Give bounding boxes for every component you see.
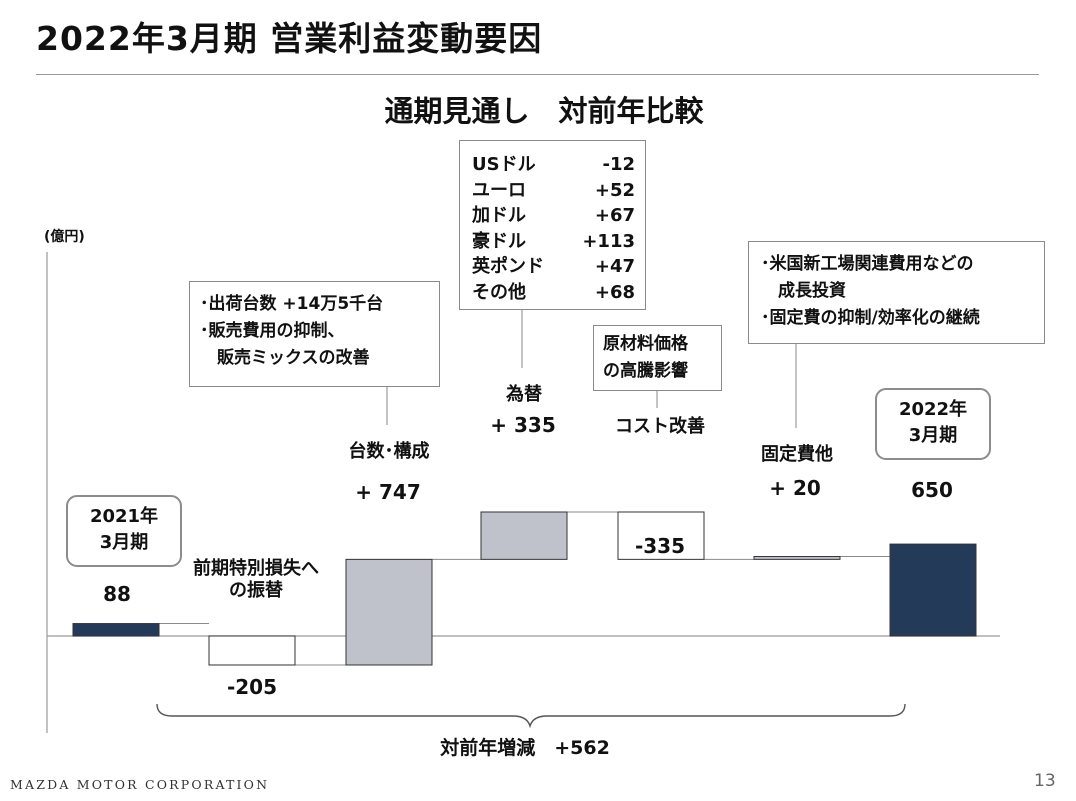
fx-value: +67 — [594, 205, 635, 226]
bar-cost — [617, 511, 705, 560]
fx-row: ユーロ +52 — [472, 178, 635, 204]
bar-fx — [480, 511, 568, 560]
fx-currency: 英ポンド — [472, 256, 544, 277]
annotation-volume-mix-line: ･販売費用の抑制、 — [200, 321, 345, 341]
total-change-bracket — [156, 703, 906, 729]
fx-currency: ユーロ — [472, 179, 526, 201]
category-label-fy2021-text: 2021年 3月期 — [89, 506, 159, 553]
unit-label: (億円) — [44, 229, 85, 245]
bar-volume-mix — [345, 558, 433, 666]
page-number: 13 — [1034, 771, 1056, 791]
bar-fixed — [753, 556, 841, 560]
annotation-volume-mix-line: ･出荷台数 +14万5千台 — [200, 294, 384, 314]
category-label-fy2022: 2022年 3月期 — [875, 388, 991, 460]
value-label-volume-mix: + 747 — [355, 480, 421, 504]
fx-value: +52 — [594, 179, 635, 201]
fx-value: -12 — [602, 154, 635, 175]
title-divider — [36, 74, 1039, 75]
fx-row: 豪ドル +113 — [472, 229, 635, 255]
category-label-fixed: 固定費他 — [761, 444, 833, 465]
category-label-fx: 為替 — [506, 384, 542, 405]
value-label-fy2021: 88 — [103, 582, 131, 606]
category-label-cost: コスト改善 — [615, 416, 705, 437]
company-brand: MAZDA MOTOR CORPORATION — [10, 777, 270, 792]
annotation-fixed-line: 成長投資 — [761, 281, 846, 301]
fx-value: +68 — [594, 281, 635, 303]
annotation-cost-line: の高騰影響 — [603, 361, 688, 381]
value-label-fixed: + 20 — [769, 476, 821, 500]
annotation-fixed-line: ･固定費の抑制/効率化の継続 — [761, 308, 980, 328]
category-label-special-loss: 前期特別損失へ の振替 — [193, 558, 319, 601]
fx-breakdown-box: USドル -12 ユーロ +52 加ドル +67 豪ドル +113 英ポンド +47 その… — [459, 140, 646, 310]
annotation-fixed-line: ･米国新工場関連費用などの — [761, 254, 974, 274]
annotation-volume-mix: ･出荷台数 +14万5千台 ･販売費用の抑制、 販売ミックスの改善 — [189, 281, 440, 387]
fx-row: 加ドル +67 — [472, 203, 635, 229]
fx-value: +47 — [594, 256, 635, 277]
fx-row: その他 +68 — [472, 280, 635, 306]
value-label-cost: -335 — [634, 534, 686, 558]
category-label-fy2021: 2021年 3月期 — [66, 495, 182, 567]
value-label-fx: + 335 — [490, 413, 556, 437]
fx-value: +113 — [582, 230, 635, 252]
value-label-special-loss: -205 — [226, 675, 278, 699]
bar-fy2021 — [72, 623, 160, 637]
fx-currency: USドル — [472, 154, 536, 175]
category-label-fy2022-text: 2022年 3月期 — [898, 399, 968, 446]
value-label-fy2022: 650 — [911, 478, 953, 502]
fx-currency: 加ドル — [472, 205, 526, 226]
annotation-volume-mix-line: 販売ミックスの改善 — [200, 348, 370, 368]
total-change-label: 対前年増減 +562 — [440, 737, 610, 759]
fx-row: 英ポンド +47 — [472, 254, 635, 280]
fx-row: USドル -12 — [472, 152, 635, 178]
annotation-fixed: ･米国新工場関連費用などの 成長投資 ･固定費の抑制/効率化の継続 — [748, 241, 1045, 344]
fx-currency: その他 — [472, 281, 526, 303]
annotation-cost: 原材料価格 の高騰影響 — [593, 325, 722, 391]
page-title: 2022年3月期 営業利益変動要因 — [36, 19, 543, 58]
fx-currency: 豪ドル — [472, 230, 526, 252]
category-label-volume-mix: 台数･構成 — [348, 441, 430, 462]
annotation-cost-line: 原材料価格 — [603, 334, 688, 354]
bar-special-loss — [208, 635, 296, 666]
bar-fy2022 — [889, 543, 977, 637]
chart-subtitle: 通期見通し 対前年比較 — [384, 94, 704, 128]
